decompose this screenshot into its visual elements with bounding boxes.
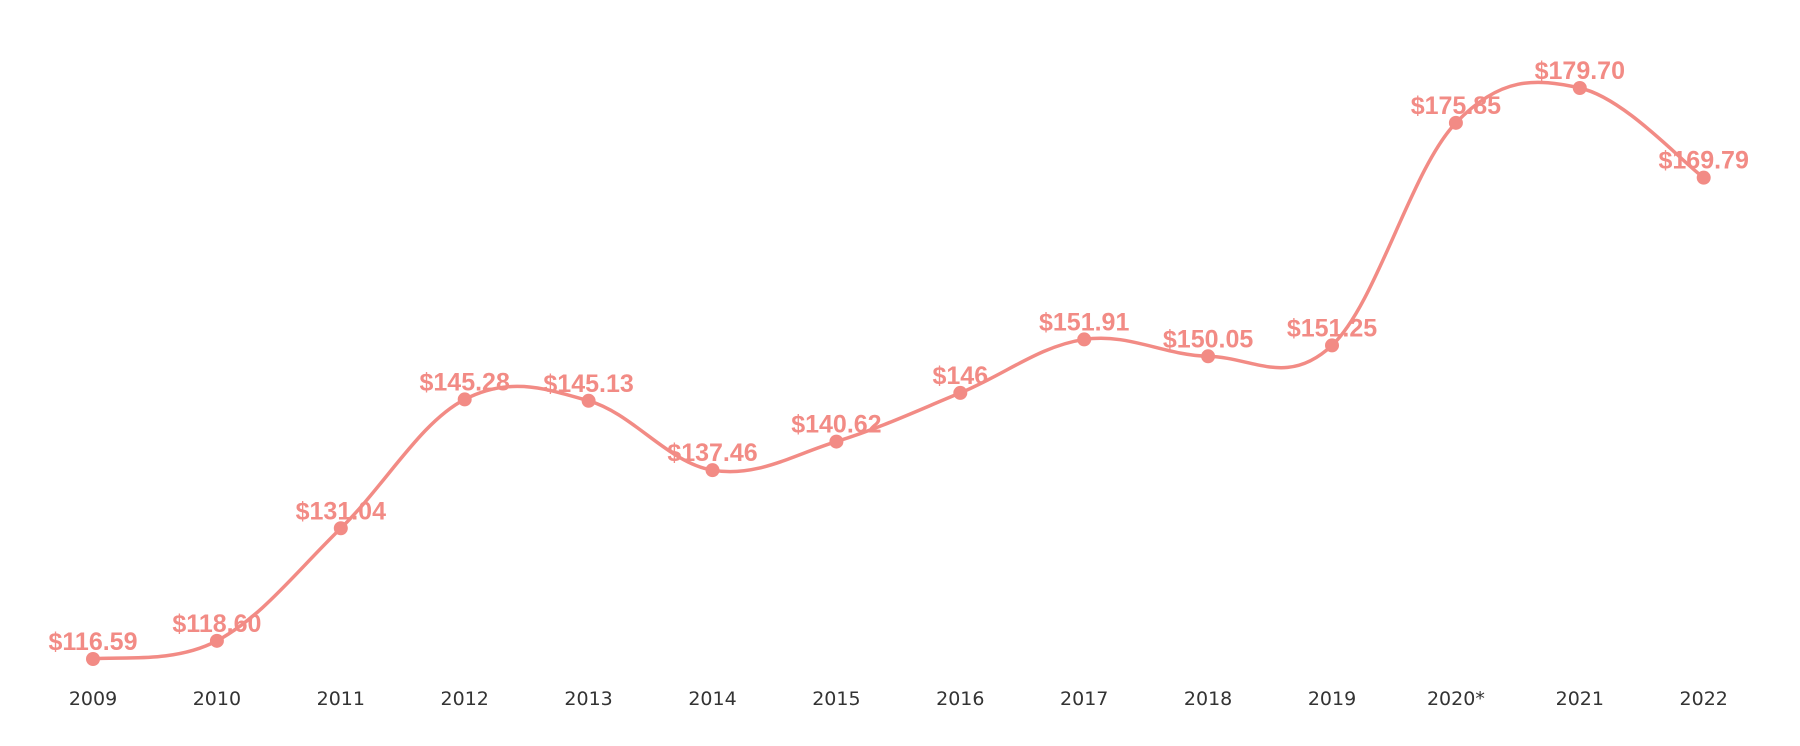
x-tick-label-2020: 2020* xyxy=(1427,688,1485,710)
data-labels: $116.59 $118.60 $131.04 $145.28 $145.13 $137.… xyxy=(49,57,1749,656)
data-label-2015: $140.62 xyxy=(791,411,881,439)
data-point-2009 xyxy=(86,652,100,666)
data-point-2022 xyxy=(1696,170,1711,185)
x-axis-tick-labels: 2009 2010 2011 2012 2013 2014 2015 2016 2017 2018… xyxy=(69,688,1728,710)
x-tick-label-2013: 2013 xyxy=(564,688,612,710)
x-tick-label-2009: 2009 xyxy=(69,688,117,710)
x-tick-label-2015: 2015 xyxy=(812,688,860,710)
x-tick-label-2019: 2019 xyxy=(1308,688,1356,710)
x-tick-label-2011: 2011 xyxy=(317,688,365,710)
x-tick-label-2010: 2010 xyxy=(193,688,241,710)
data-label-2016: $146 xyxy=(932,362,988,390)
data-label-2011: $131.04 xyxy=(296,497,386,525)
x-tick-label-2021: 2021 xyxy=(1556,688,1604,710)
series-line xyxy=(91,80,1706,661)
data-point-2021 xyxy=(1572,81,1587,95)
data-label-2013: $145.13 xyxy=(543,370,633,398)
data-label-2014: $137.46 xyxy=(667,439,757,467)
x-tick-label-2012: 2012 xyxy=(441,688,489,710)
x-tick-label-2022: 2022 xyxy=(1680,688,1728,710)
data-point-2012 xyxy=(457,392,472,407)
data-point-2016 xyxy=(953,385,968,400)
data-label-2022: $169.79 xyxy=(1659,147,1749,175)
data-label-2010: $118.60 xyxy=(172,610,261,638)
x-tick-label-2016: 2016 xyxy=(936,688,984,710)
data-label-2020: $175.85 xyxy=(1411,92,1501,120)
data-point-2011 xyxy=(333,521,348,536)
x-tick-label-2017: 2017 xyxy=(1060,688,1108,710)
data-point-2018 xyxy=(1201,349,1216,364)
data-label-2009: $116.59 xyxy=(49,628,138,656)
data-label-2021: $179.70 xyxy=(1535,57,1625,85)
data-label-2018: $150.05 xyxy=(1163,325,1253,353)
data-label-2012: $145.28 xyxy=(420,368,510,396)
data-label-2017: $151.91 xyxy=(1039,308,1129,336)
data-point-2013 xyxy=(581,393,596,408)
x-tick-label-2014: 2014 xyxy=(688,688,736,710)
series-layer xyxy=(91,80,1706,661)
data-point-2010 xyxy=(209,633,224,648)
points-layer xyxy=(86,81,1711,666)
data-point-2014 xyxy=(705,463,720,478)
data-point-2020 xyxy=(1448,115,1463,130)
data-point-2017 xyxy=(1077,332,1092,347)
data-label-2019: $151.25 xyxy=(1287,314,1377,342)
data-point-2015 xyxy=(829,434,844,449)
data-point-2019 xyxy=(1325,338,1339,353)
x-tick-label-2018: 2018 xyxy=(1184,688,1232,710)
